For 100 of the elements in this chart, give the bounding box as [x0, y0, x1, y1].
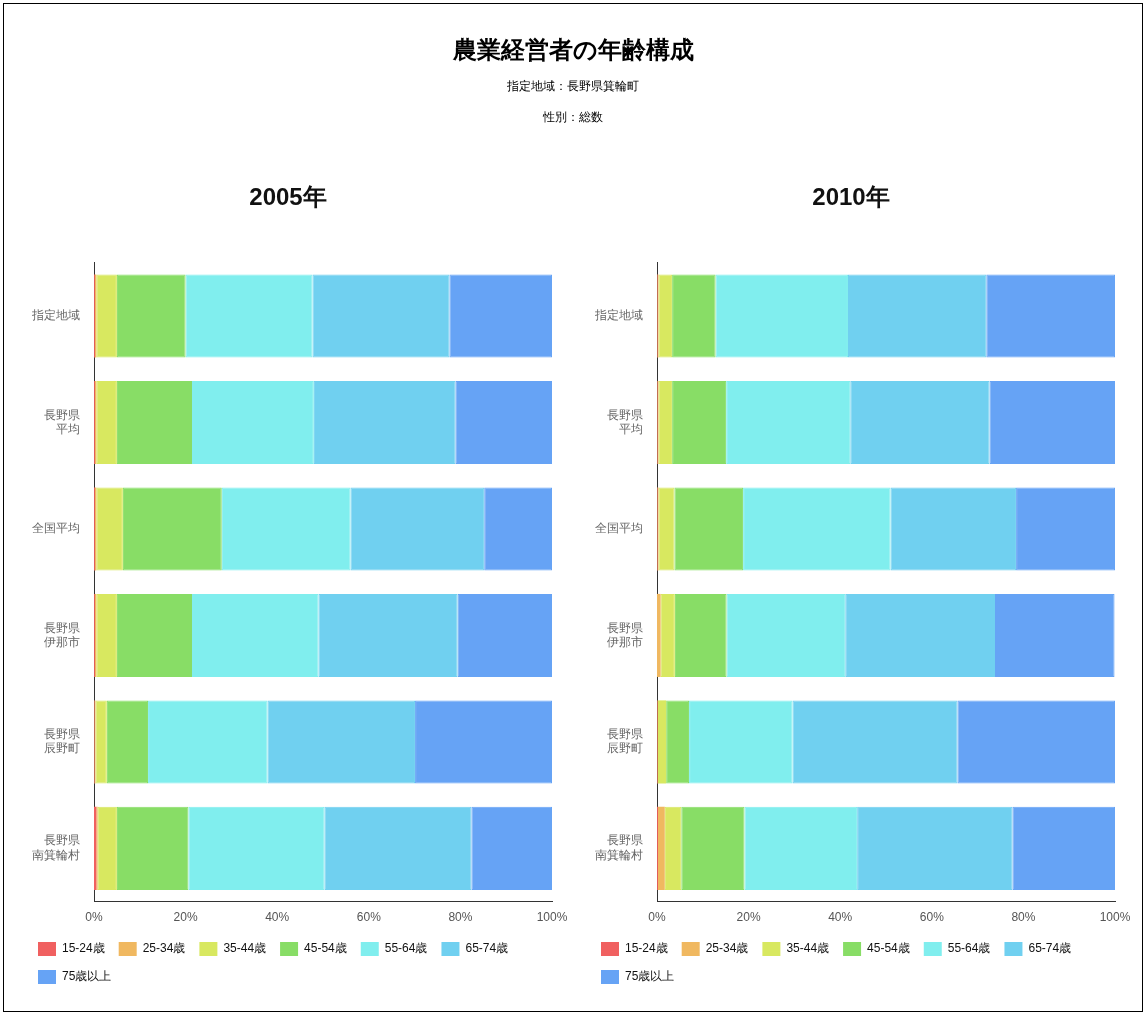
bar — [455, 380, 552, 465]
x-tick-label: 20% — [736, 910, 761, 925]
y-tick-label: 長野県伊那市 — [607, 620, 643, 649]
x-tick-label: 100% — [536, 910, 568, 925]
bar — [681, 806, 745, 890]
x-tick-label: 80% — [1011, 910, 1036, 925]
chart-title: 2010年 — [812, 183, 890, 211]
bar — [192, 380, 314, 465]
y-tick-label: 全国平均 — [595, 521, 643, 536]
legend-label: 15-24歳 — [625, 941, 668, 956]
x-tick-label: 60% — [356, 910, 382, 925]
bar — [672, 380, 727, 465]
legend-label: 55-64歳 — [947, 941, 991, 956]
legend-label: 75歳以上 — [62, 969, 112, 984]
x-tick-label: 80% — [448, 910, 473, 925]
bar — [995, 593, 1115, 677]
x-tick-label: 40% — [828, 910, 853, 925]
bar — [188, 806, 325, 890]
bar — [116, 274, 186, 358]
bar — [116, 593, 193, 677]
y-tick-label: 長野県辰野町 — [607, 727, 643, 756]
bar — [726, 380, 851, 465]
bar — [192, 593, 319, 677]
y-tick-label: 長野県平均 — [607, 407, 643, 437]
bar — [845, 593, 995, 677]
legend-label: 45-54歳 — [304, 941, 347, 956]
bar — [744, 806, 858, 890]
bar — [850, 380, 990, 465]
bar — [658, 380, 673, 465]
bar — [674, 487, 744, 571]
legend-label: 45-54歳 — [867, 941, 910, 956]
bar — [672, 274, 716, 358]
y-tick-label: 長野県南箕輪村 — [32, 833, 80, 862]
bar — [97, 806, 117, 890]
x-tick-label: 0% — [85, 910, 103, 925]
bar — [221, 487, 351, 571]
bar — [324, 806, 472, 890]
legend-label: 25-34歳 — [705, 941, 749, 956]
bar — [106, 700, 149, 784]
bar — [1012, 806, 1115, 890]
bar — [890, 487, 1017, 571]
bar — [116, 806, 189, 890]
bar — [148, 700, 268, 784]
text: 農業経営者の年齢構成 — [451, 35, 695, 66]
bar — [726, 593, 846, 677]
bar — [471, 806, 552, 890]
bar — [1016, 487, 1115, 571]
bar — [715, 274, 848, 358]
bar — [689, 700, 793, 784]
x-tick-label: 20% — [173, 910, 198, 925]
x-tick-label: 40% — [265, 910, 290, 925]
y-tick-label: 長野県辰野町 — [44, 727, 80, 756]
bar — [312, 274, 450, 358]
y-tick-label: 長野県南箕輪村 — [595, 833, 643, 862]
legend-label: 35-44歳 — [786, 941, 830, 956]
legend-label: 65-74歳 — [1028, 941, 1072, 956]
bar — [989, 380, 1115, 465]
bar — [313, 380, 456, 465]
bar — [664, 806, 682, 890]
bar — [847, 274, 987, 358]
bar — [96, 380, 117, 465]
chart-title: 2005年 — [249, 183, 327, 211]
bar — [457, 593, 552, 677]
text: 性別：総数 — [542, 109, 604, 126]
bar — [267, 700, 416, 784]
bar — [449, 274, 552, 358]
legend-label: 25-34歳 — [142, 941, 186, 956]
y-tick-label: 指定地域 — [594, 308, 643, 323]
bar — [96, 487, 123, 571]
bar — [96, 274, 117, 358]
y-tick-label: 長野県伊那市 — [44, 620, 80, 649]
x-tick-label: 0% — [648, 910, 666, 925]
bar — [743, 487, 891, 571]
bar — [350, 487, 485, 571]
bar — [95, 700, 107, 784]
y-tick-label: 長野県平均 — [44, 407, 80, 437]
bar — [957, 700, 1115, 784]
bar — [658, 274, 673, 358]
y-tick-label: 指定地域 — [31, 308, 80, 323]
bar — [116, 380, 193, 465]
legend-label: 75歳以上 — [625, 969, 675, 984]
bar — [657, 593, 661, 677]
bar — [318, 593, 458, 677]
bar — [657, 700, 667, 784]
bar — [792, 700, 958, 784]
bar — [666, 700, 690, 784]
bar — [657, 806, 665, 890]
y-tick-label: 全国平均 — [32, 521, 80, 536]
legend-label: 35-44歳 — [223, 941, 267, 956]
legend-label: 55-64歳 — [384, 941, 428, 956]
bar — [658, 487, 675, 571]
bar — [857, 806, 1013, 890]
bar — [415, 700, 552, 784]
bar — [986, 274, 1115, 358]
x-tick-label: 100% — [1099, 910, 1131, 925]
legend-label: 65-74歳 — [465, 941, 509, 956]
bar — [674, 593, 727, 677]
bar — [122, 487, 222, 571]
bar — [185, 274, 313, 358]
bar — [484, 487, 552, 571]
